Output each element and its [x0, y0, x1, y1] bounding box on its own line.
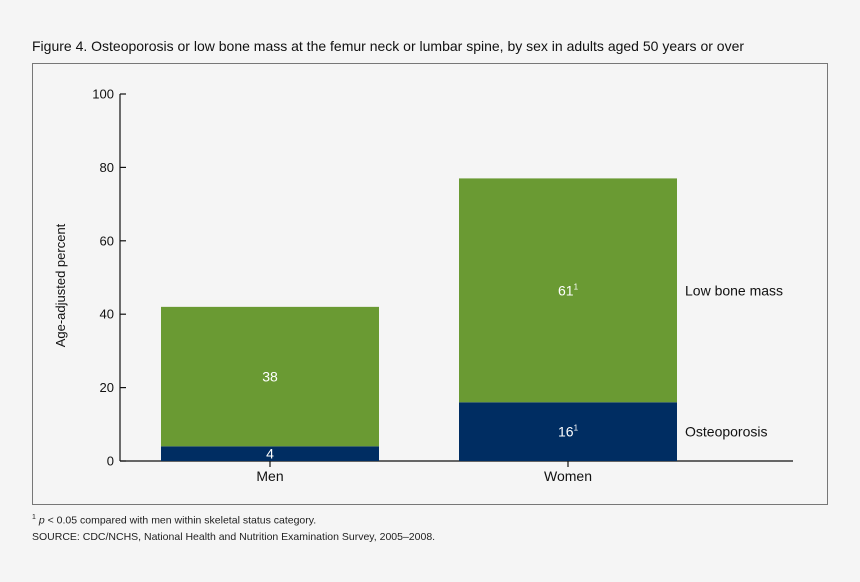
bar-segment	[161, 446, 379, 461]
y-tick-label: 0	[107, 454, 114, 469]
y-axis-title: Age-adjusted percent	[53, 223, 68, 347]
labels: 4 38 161 611 Osteoporosis Low bone mass	[262, 282, 783, 461]
bar-segment	[459, 178, 677, 403]
chart-frame: 0 20 40 60 80 100 Age-adjusted percent Men Women…	[32, 63, 828, 505]
data-label: 161	[558, 424, 579, 440]
footnote: 1 p < 0.05 compared with men within skel…	[32, 514, 316, 527]
chart-plot: 0 20 40 60 80 100 Age-adjusted percent Men Women…	[53, 87, 793, 484]
x-tick-label: Men	[256, 468, 283, 484]
y-tick-label: 80	[100, 160, 114, 175]
y-tick-label: 20	[100, 380, 114, 395]
data-label: 38	[262, 369, 278, 385]
chart-title: Figure 4. Osteoporosis or low bone mass …	[32, 38, 745, 54]
bar-segment	[459, 402, 677, 461]
series-label: Low bone mass	[685, 282, 783, 298]
y-tick-label: 60	[100, 233, 114, 248]
y-tick-label: 40	[100, 307, 114, 322]
bars	[161, 178, 677, 461]
bar-segment	[161, 306, 379, 447]
footnote-p: p	[38, 514, 45, 527]
y-tick-label: 100	[92, 87, 114, 102]
footnote-text: < 0.05 compared with men within skeletal…	[44, 514, 317, 527]
series-label: Osteoporosis	[685, 424, 767, 440]
source-note: SOURCE: CDC/NCHS, National Health and Nu…	[32, 531, 436, 543]
data-label: 4	[266, 446, 274, 462]
data-label: 611	[558, 282, 579, 298]
data-label-superscript: 1	[574, 282, 579, 291]
data-label-superscript: 1	[574, 424, 579, 433]
x-tick-label: Women	[544, 468, 592, 484]
footnote-marker: 1	[32, 514, 36, 521]
